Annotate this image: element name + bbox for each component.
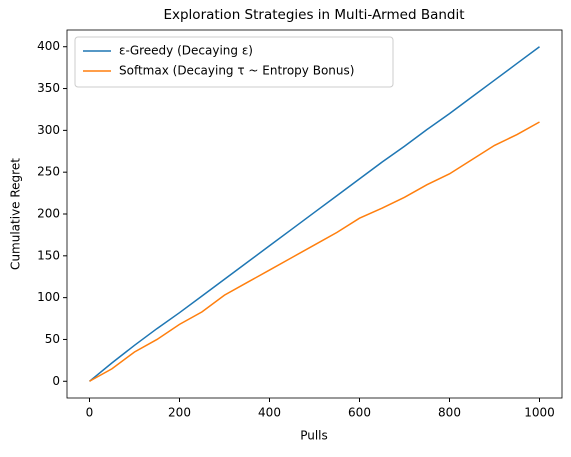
legend-label: ε-Greedy (Decaying ε) xyxy=(119,44,253,58)
y-tick-label: 0 xyxy=(52,374,60,388)
y-tick-label: 350 xyxy=(37,81,60,95)
legend-label: Softmax (Decaying τ ~ Entropy Bonus) xyxy=(119,64,354,78)
plot-frame xyxy=(66,29,563,399)
x-axis-label: Pulls xyxy=(300,429,328,443)
y-tick-label: 150 xyxy=(37,248,60,262)
y-tick-label: 300 xyxy=(37,123,60,137)
chart-title: Exploration Strategies in Multi-Armed Ba… xyxy=(163,7,464,23)
x-tick-label: 400 xyxy=(258,406,281,420)
line-series xyxy=(89,46,540,382)
x-tick-label: 200 xyxy=(168,406,191,420)
y-tick-label: 200 xyxy=(37,207,60,221)
y-tick-label: 50 xyxy=(45,332,60,346)
y-axis-label: Cumulative Regret xyxy=(9,158,23,270)
line-series xyxy=(89,121,540,382)
y-tick-label: 250 xyxy=(37,165,60,179)
x-tick-label: 600 xyxy=(348,406,371,420)
y-tick-label: 400 xyxy=(37,39,60,53)
y-tick-label: 100 xyxy=(37,290,60,304)
x-tick-label: 800 xyxy=(438,406,461,420)
x-tick-label: 1000 xyxy=(524,406,555,420)
legend-box xyxy=(74,36,394,88)
x-tick-label: 0 xyxy=(86,406,94,420)
